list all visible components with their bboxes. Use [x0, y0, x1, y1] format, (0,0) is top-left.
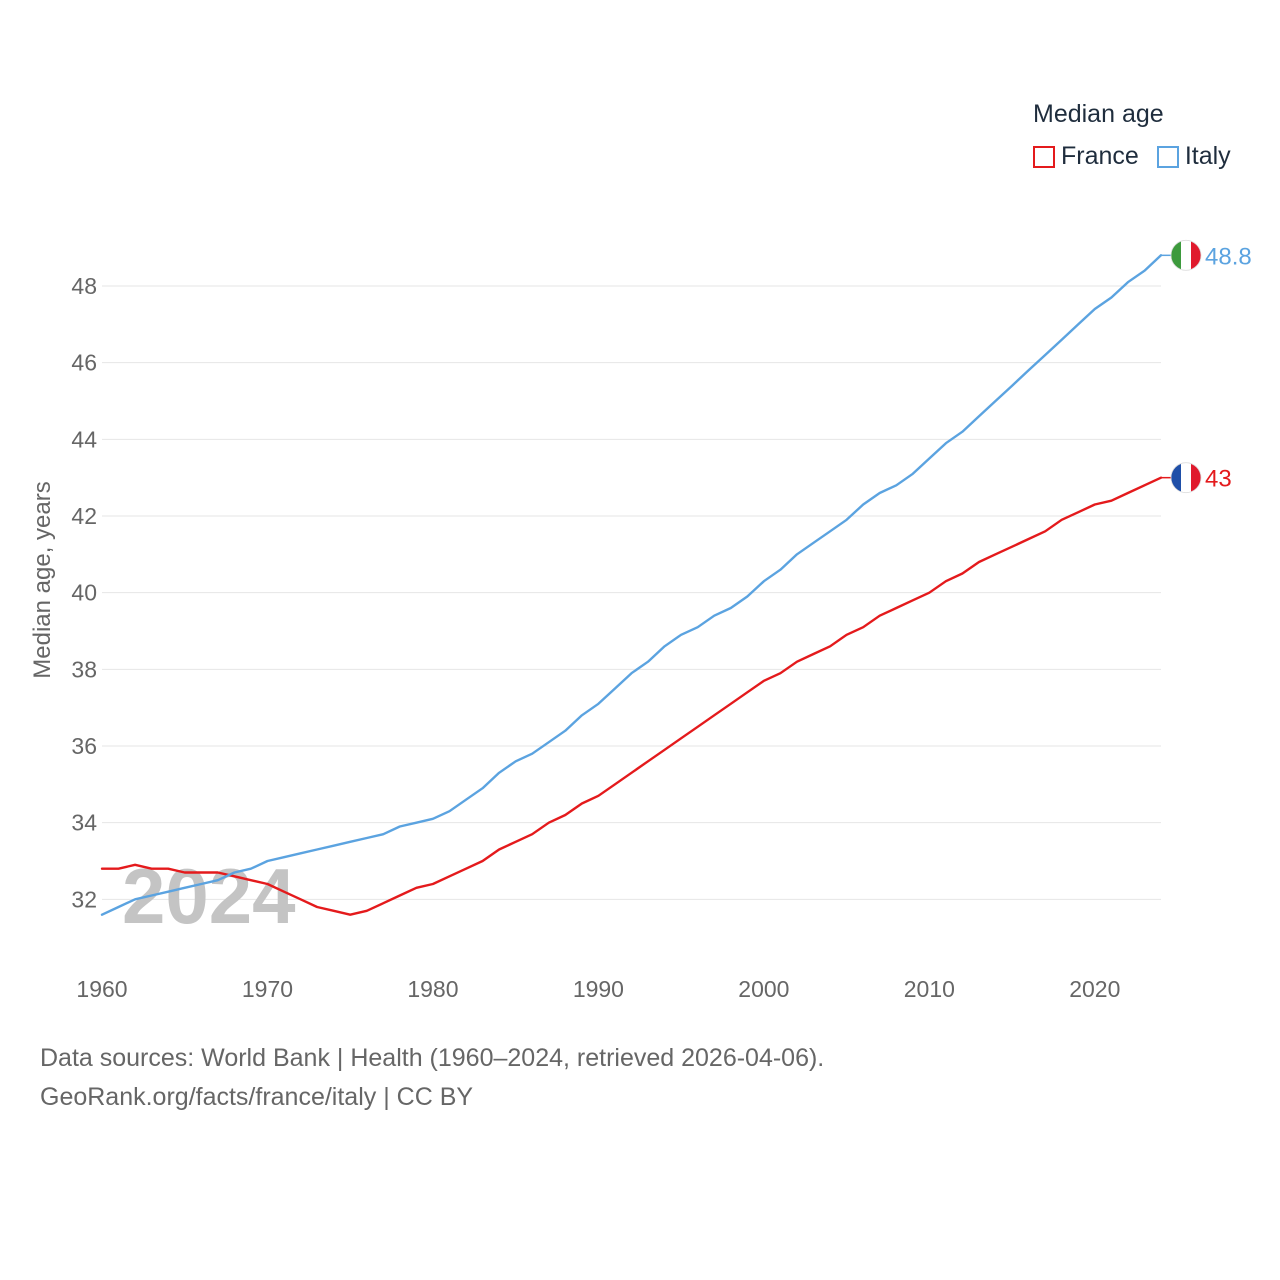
- grid-lines: [102, 285, 1161, 900]
- footer-sources: Data sources: World Bank | Health (1960–…: [40, 1044, 825, 1072]
- y-axis-title: Median age, years: [29, 481, 56, 678]
- y-tick-label: 32: [71, 886, 97, 912]
- x-tick-label: 2020: [1069, 976, 1120, 1002]
- series-end-markers: 43 48.8: [1161, 239, 1252, 494]
- legend-title: Median age: [1033, 100, 1164, 128]
- x-tick-label: 1960: [76, 976, 127, 1002]
- france-flag-icon: [1170, 462, 1202, 494]
- y-tick-label: 40: [71, 580, 97, 606]
- x-tick-label: 1980: [407, 976, 458, 1002]
- series-line-france[interactable]: [100, 476, 1163, 916]
- legend-swatch-france: [1033, 145, 1055, 168]
- legend-item-france[interactable]: France: [1033, 142, 1139, 171]
- italy-flag-icon: [1170, 239, 1202, 271]
- end-label-france: 43: [1205, 466, 1232, 493]
- y-tick-label: 44: [71, 426, 97, 452]
- series-line-italy[interactable]: [100, 254, 1163, 916]
- y-tick-label: 46: [71, 350, 97, 376]
- footer-attribution: GeoRank.org/facts/france/italy | CC BY: [40, 1083, 474, 1111]
- series-lines: [100, 254, 1163, 916]
- y-tick-label: 34: [71, 810, 97, 836]
- legend-swatch-italy: [1156, 145, 1179, 168]
- x-tick-label: 2010: [904, 976, 955, 1002]
- x-axis-ticks: 1960 1970 1980 1990 2000 2010 2020: [76, 976, 1120, 1002]
- legend: France Italy: [1033, 142, 1249, 171]
- y-tick-label: 36: [71, 733, 97, 759]
- y-axis-ticks: 32 34 36 38 40 42 44 46 48: [71, 273, 97, 912]
- end-label-italy: 48.8: [1205, 243, 1252, 270]
- y-tick-label: 48: [71, 273, 97, 299]
- y-tick-label: 42: [71, 503, 97, 529]
- legend-label-italy: Italy: [1184, 142, 1231, 170]
- x-tick-label: 1990: [573, 976, 624, 1002]
- x-tick-label: 1970: [242, 976, 293, 1002]
- y-tick-label: 38: [71, 656, 97, 682]
- x-tick-label: 2000: [738, 976, 789, 1002]
- legend-label-france: France: [1061, 142, 1139, 170]
- legend-item-italy[interactable]: Italy: [1156, 142, 1231, 171]
